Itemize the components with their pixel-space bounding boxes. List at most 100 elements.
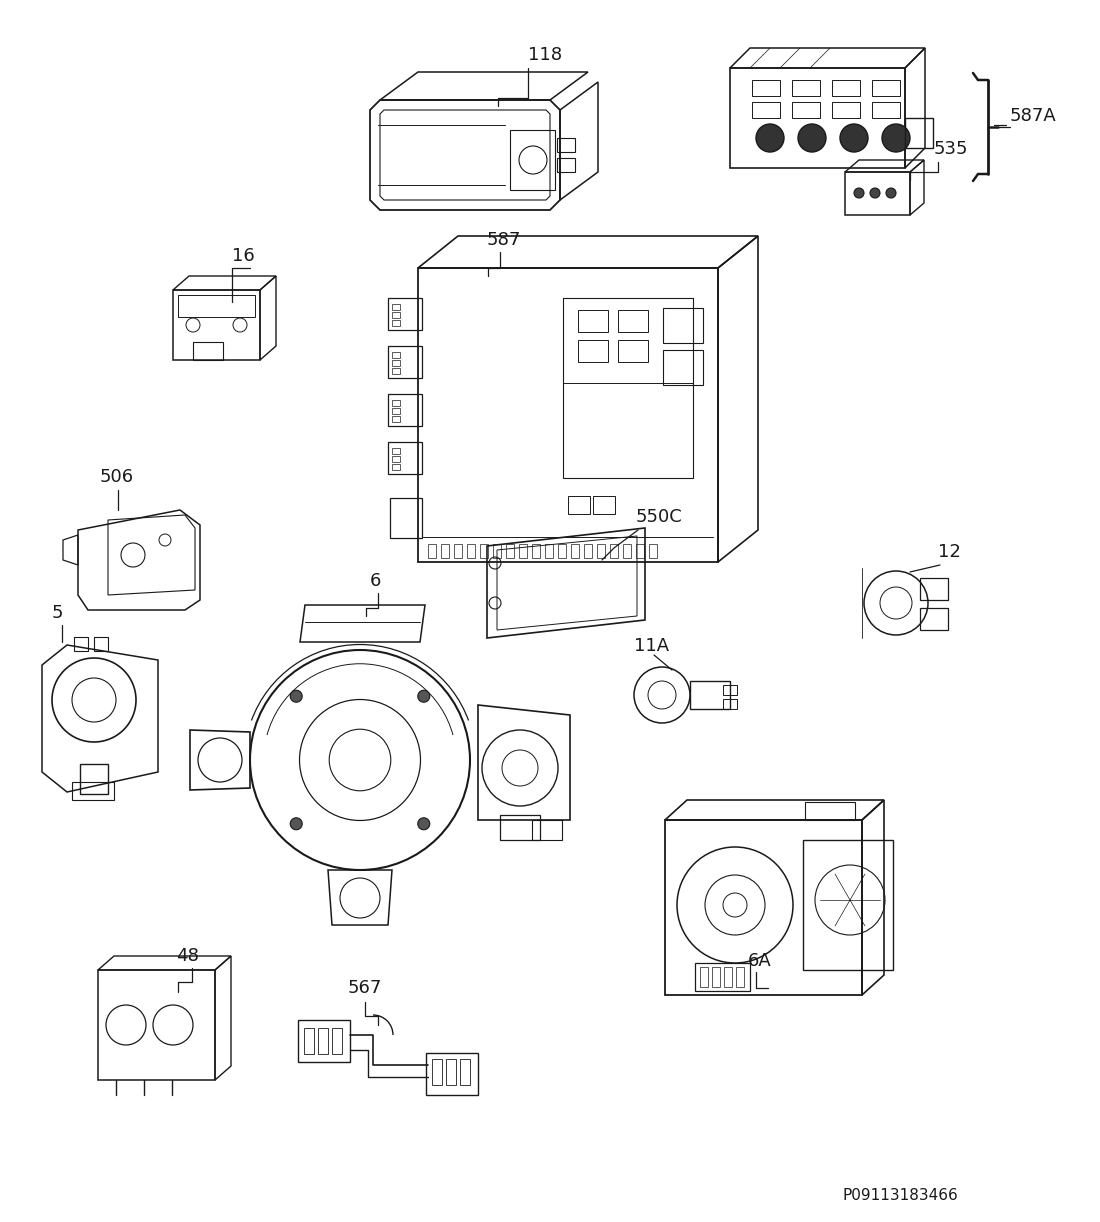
Bar	[558, 544, 566, 558]
Bar	[454, 544, 462, 558]
Circle shape	[840, 123, 868, 152]
Bar	[304, 1028, 313, 1055]
Bar	[584, 544, 592, 558]
Bar	[94, 637, 108, 651]
Bar	[493, 544, 500, 558]
Bar	[298, 1020, 350, 1062]
Bar	[724, 967, 732, 987]
Bar	[805, 802, 855, 820]
Bar	[178, 295, 255, 316]
Circle shape	[418, 690, 430, 703]
Bar	[663, 349, 703, 385]
Bar	[832, 79, 860, 97]
Bar	[388, 298, 422, 330]
Bar	[623, 544, 631, 558]
Bar	[618, 340, 648, 362]
Bar	[563, 298, 693, 382]
Text: 567: 567	[348, 979, 383, 997]
Bar	[803, 840, 893, 970]
Bar	[392, 464, 400, 470]
Text: 587A: 587A	[1010, 108, 1057, 125]
Bar	[723, 699, 737, 709]
Bar	[480, 544, 488, 558]
Circle shape	[854, 188, 864, 198]
Circle shape	[290, 690, 303, 703]
Bar	[832, 101, 860, 119]
Circle shape	[886, 188, 896, 198]
Bar	[392, 400, 400, 406]
Bar	[532, 544, 540, 558]
Bar	[712, 967, 720, 987]
Text: 587: 587	[487, 231, 521, 249]
Bar	[392, 415, 400, 422]
Bar	[872, 101, 900, 119]
Bar	[563, 298, 693, 478]
Bar	[618, 310, 648, 332]
Bar	[468, 544, 475, 558]
Bar	[695, 963, 750, 991]
Bar	[519, 544, 527, 558]
Text: 6A: 6A	[748, 952, 772, 970]
Bar	[392, 320, 400, 326]
Circle shape	[870, 188, 880, 198]
Bar	[700, 967, 708, 987]
Text: 12: 12	[938, 543, 961, 561]
Bar	[392, 408, 400, 414]
Bar	[532, 820, 562, 840]
Bar	[460, 1059, 470, 1085]
Bar	[663, 308, 703, 343]
Bar	[920, 609, 948, 631]
Text: 11A: 11A	[634, 637, 669, 655]
Bar	[649, 544, 657, 558]
Bar	[332, 1028, 342, 1055]
Bar	[432, 1059, 442, 1085]
Bar	[428, 544, 436, 558]
Bar	[72, 782, 114, 800]
Text: 118: 118	[528, 46, 562, 64]
Bar	[578, 310, 608, 332]
Circle shape	[756, 123, 784, 152]
Circle shape	[418, 818, 430, 830]
Text: 506: 506	[100, 468, 134, 486]
Bar	[392, 304, 400, 310]
Text: 550C: 550C	[636, 508, 683, 525]
Bar	[578, 340, 608, 362]
Circle shape	[882, 123, 910, 152]
Bar	[80, 764, 108, 794]
Bar	[610, 544, 618, 558]
Bar	[388, 346, 422, 378]
Bar	[510, 130, 556, 189]
Bar	[392, 360, 400, 367]
Bar	[392, 448, 400, 455]
Bar	[736, 967, 744, 987]
Bar	[388, 393, 422, 426]
Circle shape	[290, 818, 303, 830]
Bar	[388, 442, 422, 474]
Bar	[441, 544, 449, 558]
Bar	[752, 79, 780, 97]
Bar	[905, 119, 933, 148]
Bar	[792, 79, 820, 97]
Bar	[392, 312, 400, 318]
Bar	[568, 496, 590, 514]
Bar	[544, 544, 553, 558]
Bar	[593, 496, 615, 514]
Bar	[192, 342, 223, 360]
Bar	[426, 1053, 478, 1095]
Bar	[392, 368, 400, 374]
Bar	[571, 544, 579, 558]
Bar	[752, 101, 780, 119]
Bar	[872, 79, 900, 97]
Bar	[690, 681, 730, 709]
Text: 6: 6	[370, 572, 382, 590]
Bar	[392, 352, 400, 358]
Text: 48: 48	[176, 947, 199, 965]
Bar	[392, 456, 400, 462]
Text: 16: 16	[232, 247, 255, 265]
Bar	[597, 544, 605, 558]
Bar	[390, 499, 422, 538]
Bar	[557, 138, 575, 152]
Bar	[792, 101, 820, 119]
Bar	[723, 686, 737, 695]
Text: 535: 535	[934, 141, 968, 158]
